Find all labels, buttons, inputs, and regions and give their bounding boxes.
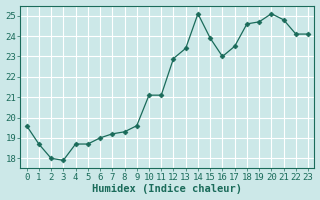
X-axis label: Humidex (Indice chaleur): Humidex (Indice chaleur): [92, 184, 242, 194]
